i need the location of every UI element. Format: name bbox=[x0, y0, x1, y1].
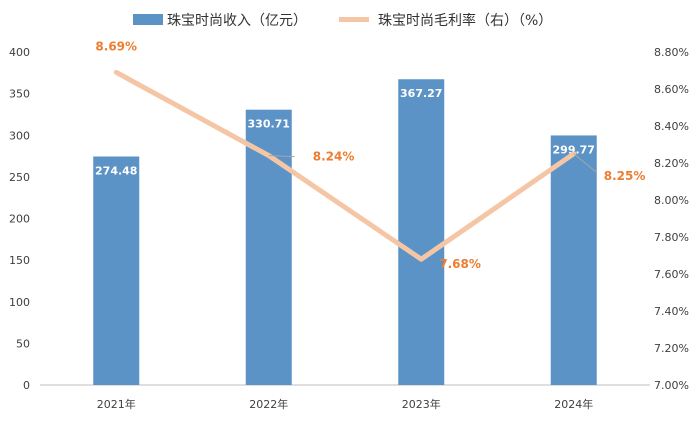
x-tick-label: 2023年 bbox=[402, 397, 441, 411]
right-tick-label: 7.00% bbox=[654, 379, 689, 392]
right-tick-label: 8.60% bbox=[654, 83, 689, 96]
right-tick-label: 8.20% bbox=[654, 157, 689, 170]
left-tick-label: 100 bbox=[9, 296, 30, 309]
line-path bbox=[113, 69, 577, 262]
left-tick-label: 300 bbox=[9, 129, 30, 142]
right-tick-label: 7.40% bbox=[654, 305, 689, 318]
line-value-label: 7.68% bbox=[439, 257, 481, 271]
left-tick-label: 350 bbox=[9, 88, 30, 101]
x-tick-label: 2024年 bbox=[554, 397, 593, 411]
legend: 珠宝时尚收入（亿元） 珠宝时尚毛利率（右）（%） bbox=[133, 12, 552, 29]
right-y-axis: 7.00% 7.20% 7.40% 7.60% 7.80% 8.00% 8.20% 8.40%… bbox=[654, 46, 689, 392]
left-tick-label: 250 bbox=[9, 171, 30, 184]
bar bbox=[398, 79, 445, 385]
left-tick-label: 150 bbox=[9, 254, 30, 267]
bar-value-label: 299.77 bbox=[553, 143, 595, 156]
right-tick-label: 7.80% bbox=[654, 231, 689, 244]
legend-label-bar: 珠宝时尚收入（亿元） bbox=[167, 13, 307, 29]
line-value-label: 8.25% bbox=[604, 169, 646, 183]
line-series: 8.69% 8.24% 7.68% 8.25% bbox=[95, 39, 645, 271]
right-tick-label: 8.00% bbox=[654, 194, 689, 207]
bar bbox=[93, 156, 140, 385]
x-axis: 2021年 2022年 2023年 2024年 bbox=[97, 397, 594, 411]
bar bbox=[245, 109, 292, 385]
bar-series: 274.48 330.71 367.27 299.77 bbox=[93, 79, 597, 385]
right-tick-label: 7.20% bbox=[654, 342, 689, 355]
left-tick-label: 0 bbox=[23, 379, 30, 392]
bar-value-label: 367.27 bbox=[400, 87, 442, 100]
line-value-label: 8.69% bbox=[95, 39, 137, 53]
x-tick-label: 2022年 bbox=[249, 397, 288, 411]
legend-label-line: 珠宝时尚毛利率（右）（%） bbox=[378, 12, 552, 29]
bar-value-label: 274.48 bbox=[95, 164, 137, 177]
bar-value-label: 330.71 bbox=[248, 118, 290, 131]
legend-swatch-bar bbox=[133, 14, 163, 25]
right-tick-label: 8.40% bbox=[654, 120, 689, 133]
right-tick-label: 8.80% bbox=[654, 46, 689, 59]
x-tick-label: 2021年 bbox=[97, 397, 136, 411]
left-tick-label: 50 bbox=[16, 337, 30, 350]
left-y-axis: 0 50 100 150 200 250 300 350 400 bbox=[9, 46, 30, 392]
right-tick-label: 7.60% bbox=[654, 268, 689, 281]
label-leader-line bbox=[573, 153, 597, 173]
left-tick-label: 400 bbox=[9, 46, 30, 59]
left-tick-label: 200 bbox=[9, 213, 30, 226]
bar bbox=[550, 135, 597, 385]
label-leader-line bbox=[268, 155, 295, 158]
line-value-label: 8.24% bbox=[313, 150, 355, 164]
